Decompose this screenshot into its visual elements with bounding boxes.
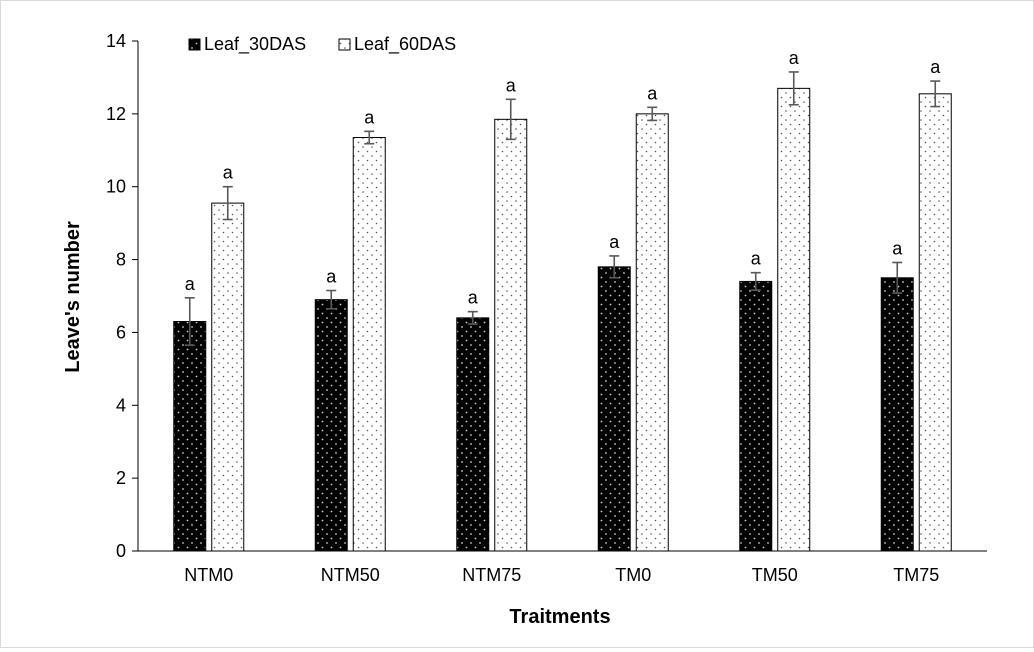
bar-Leaf_30DAS-TM75 <box>880 277 914 552</box>
y-tick-label: 14 <box>106 31 126 51</box>
bar-Leaf_60DAS-TM50 <box>777 87 811 552</box>
legend-swatch-Leaf_30DAS <box>188 38 201 51</box>
bar-Leaf_30DAS-NTM50 <box>314 299 348 552</box>
x-tick-label: NTM75 <box>462 565 521 585</box>
legend-swatch-Leaf_60DAS <box>338 38 351 51</box>
bar-Leaf_60DAS-TM75 <box>918 93 952 552</box>
x-axis-title: Traitments <box>509 606 610 628</box>
legend-label-Leaf_60DAS: Leaf_60DAS <box>354 34 456 55</box>
bar-Leaf_30DAS-NTM75 <box>456 317 490 552</box>
legend-label-Leaf_30DAS: Leaf_30DAS <box>204 34 306 55</box>
x-tick-label: TM0 <box>615 565 651 585</box>
y-tick-label: 8 <box>116 250 126 270</box>
y-tick-label: 4 <box>116 395 126 415</box>
bar-Leaf_30DAS-NTM0 <box>173 321 207 552</box>
y-tick-label: 6 <box>116 322 126 342</box>
significance-label: a <box>506 75 517 95</box>
significance-label: a <box>789 48 800 68</box>
significance-label: a <box>223 163 234 183</box>
significance-label: a <box>930 57 941 77</box>
significance-label: a <box>609 232 620 252</box>
significance-label: a <box>468 288 479 308</box>
bar-Leaf_60DAS-NTM75 <box>494 118 528 552</box>
bar-Leaf_30DAS-TM0 <box>597 266 631 552</box>
x-tick-label: TM75 <box>893 565 939 585</box>
significance-label: a <box>751 249 762 269</box>
significance-label: a <box>326 267 337 287</box>
bar-Leaf_60DAS-NTM0 <box>211 202 245 552</box>
y-tick-label: 12 <box>106 104 126 124</box>
significance-label: a <box>647 83 658 103</box>
y-tick-label: 10 <box>106 177 126 197</box>
x-tick-label: NTM50 <box>321 565 380 585</box>
x-tick-label: TM50 <box>752 565 798 585</box>
bar-Leaf_30DAS-TM50 <box>739 280 773 552</box>
y-tick-label: 2 <box>116 468 126 488</box>
bar-Leaf_60DAS-TM0 <box>635 113 669 552</box>
y-tick-label: 0 <box>116 541 126 561</box>
significance-label: a <box>185 274 196 294</box>
y-axis-title: Leave's number <box>62 221 84 373</box>
significance-label: a <box>364 107 375 127</box>
plot-area: 0 2 4 6 8 10 12 14 a a NTM0 a a NTM50 a a NTM75 a a TM0 a a TM… <box>106 31 987 585</box>
significance-label: a <box>892 238 903 258</box>
x-tick-label: NTM0 <box>184 565 233 585</box>
bar-Leaf_60DAS-NTM50 <box>352 137 386 552</box>
